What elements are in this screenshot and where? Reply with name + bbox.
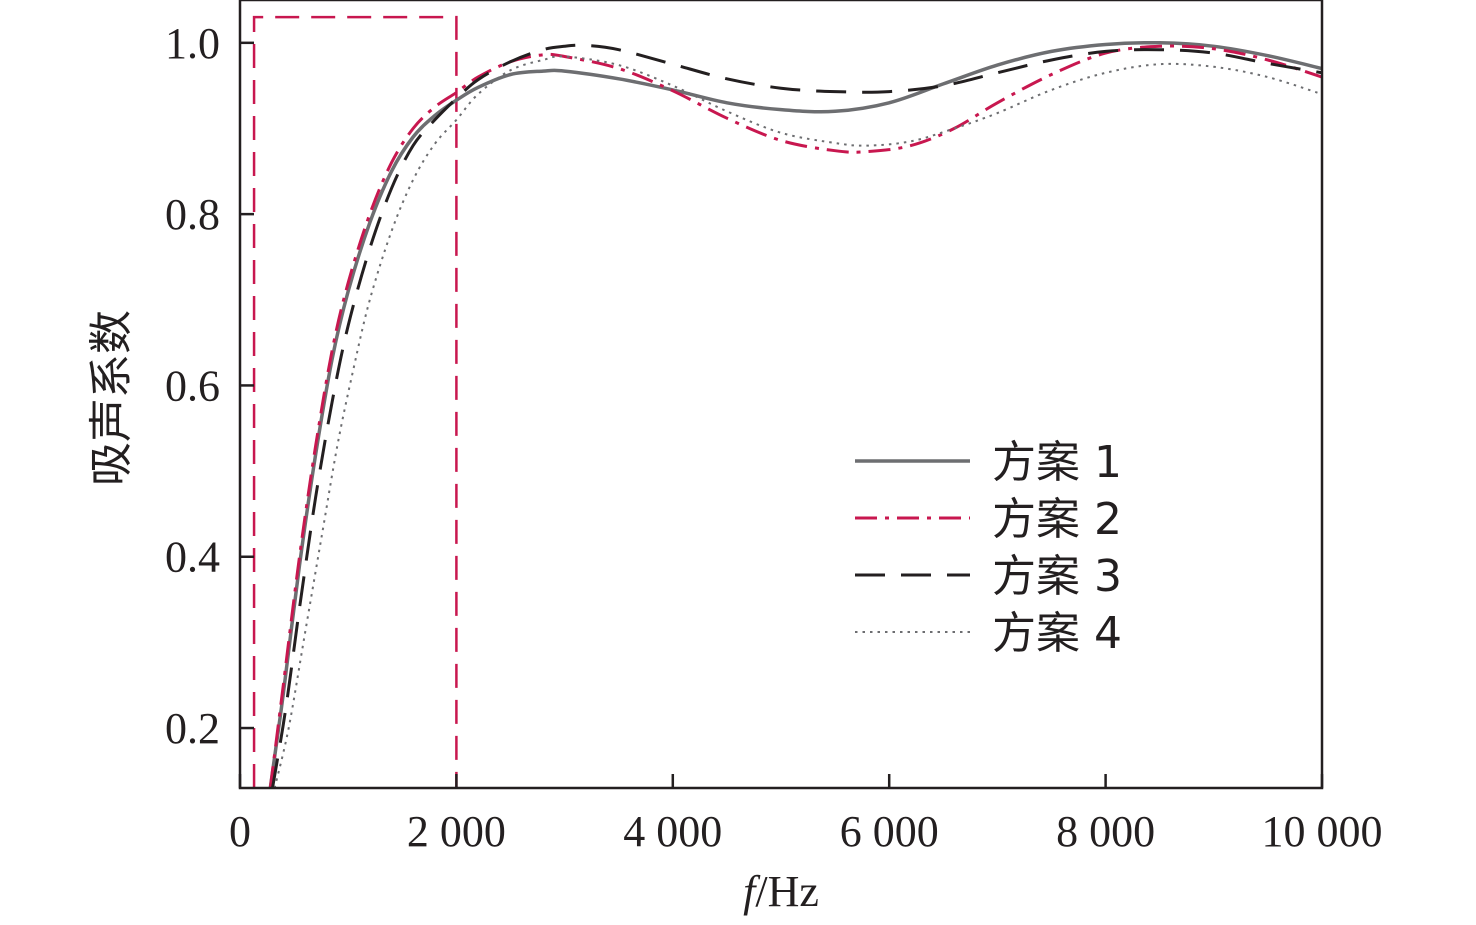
y-tick-label-0: 0.2 [165,704,220,753]
legend-label-4: 方案 4 [992,608,1122,659]
x-tick-label-4: 8 000 [1056,807,1155,856]
x-tick-label-5: 10 000 [1262,807,1383,856]
y-axis: 0.2 0.4 0.6 0.8 1.0 [165,19,254,753]
y-axis-title: 吸声系数 [86,310,137,486]
highlight-region-outline [252,15,458,788]
x-tick-label-2: 4 000 [623,807,722,856]
y-tick-label-4: 1.0 [165,19,220,68]
x-axis: 0 2 000 4 000 6 000 8 000 10 000 [229,774,1383,856]
legend-label-1: 方案 1 [992,437,1122,488]
x-axis-title: f/Hz [743,867,819,916]
y-tick-label-1: 0.4 [165,533,220,582]
x-tick-label-1: 2 000 [407,807,506,856]
y-tick-label-2: 0.6 [165,361,220,410]
legend-label-3: 方案 3 [992,551,1122,602]
x-tick-label-3: 6 000 [840,807,939,856]
x-axis-title-unit: /Hz [755,867,819,916]
y-tick-label-3: 0.8 [165,190,220,239]
legend-label-2: 方案 2 [992,494,1122,545]
legend: 方案 1 方案 2 方案 3 方案 4 [855,437,1122,659]
series-line-3 [271,43,1322,788]
series-line-4 [273,55,1322,788]
plot-frame [238,0,1324,790]
series-line-1 [268,40,1322,788]
series-line-2 [268,44,1322,788]
series-group [268,40,1322,788]
x-tick-label-0: 0 [229,807,251,856]
highlight-region [252,15,458,788]
